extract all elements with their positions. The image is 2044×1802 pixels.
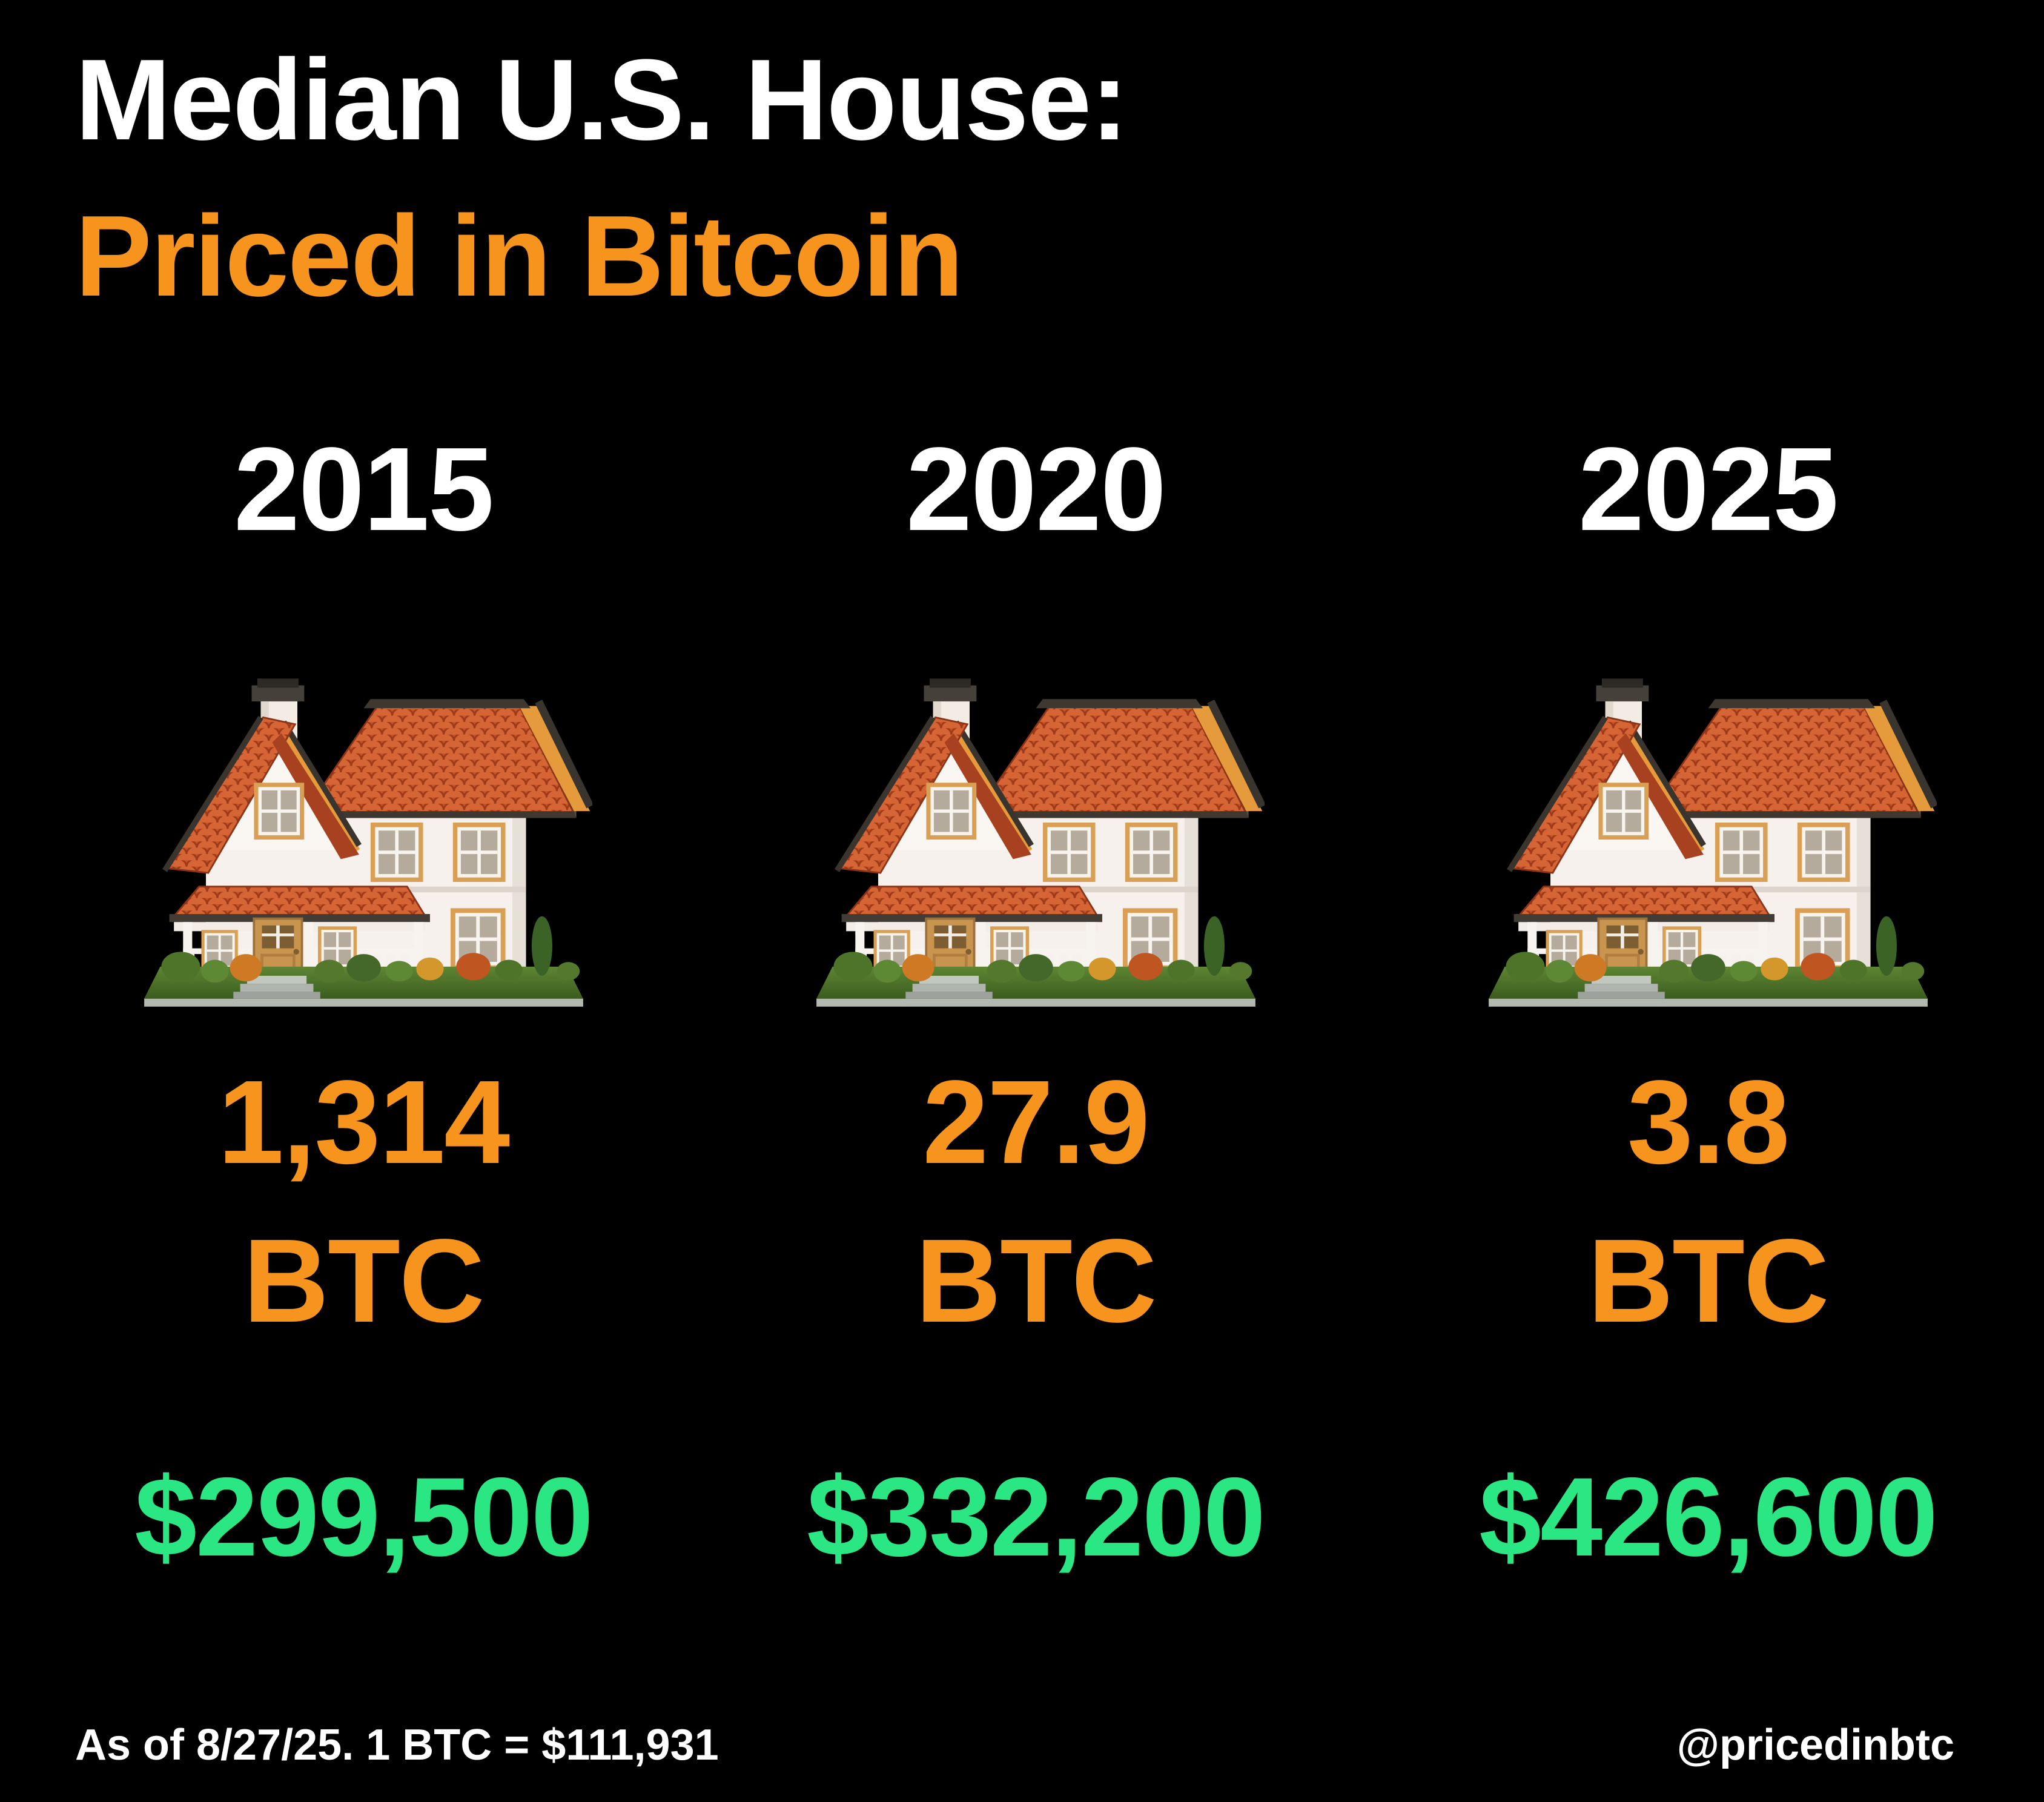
btc-value: 27.9: [922, 1056, 1149, 1188]
house-illustration: [1480, 670, 1937, 1016]
usd-price: $426,600: [1479, 1455, 1938, 1580]
page-subtitle: Priced in Bitcoin: [75, 192, 964, 320]
year-label: 2020: [905, 423, 1166, 555]
year-columns: 2015 1,314 BTC $299,500 2020 27.9 BTC $3…: [27, 0, 2044, 1574]
btc-unit-label: BTC: [243, 1214, 485, 1347]
house-illustration: [807, 670, 1265, 1016]
btc-unit-label: BTC: [1587, 1214, 1830, 1347]
footnote: As of 8/27/25. 1 BTC = $111,931: [75, 1721, 719, 1769]
year-column-2020: 2020 27.9 BTC $332,200: [700, 0, 1372, 1574]
usd-price: $332,200: [807, 1455, 1266, 1580]
year-column-2015: 2015 1,314 BTC $299,500: [27, 0, 700, 1574]
usd-price: $299,500: [134, 1455, 594, 1580]
house-illustration: [135, 670, 592, 1016]
house-image-wrap: [135, 670, 592, 1016]
btc-unit-label: BTC: [915, 1214, 1157, 1347]
house-image-wrap: [807, 670, 1265, 1016]
year-column-2025: 2025 3.8 BTC $426,600: [1372, 0, 2044, 1574]
author-handle: @pricedinbtc: [1676, 1721, 1954, 1769]
year-label: 2025: [1578, 423, 1839, 555]
btc-value: 3.8: [1627, 1056, 1790, 1188]
house-image-wrap: [1480, 670, 1937, 1016]
page-title: Median U.S. House:: [75, 36, 1129, 164]
btc-value: 1,314: [217, 1056, 510, 1188]
title-block: Median U.S. House: Priced in Bitcoin: [75, 22, 1129, 334]
year-label: 2015: [233, 423, 494, 555]
